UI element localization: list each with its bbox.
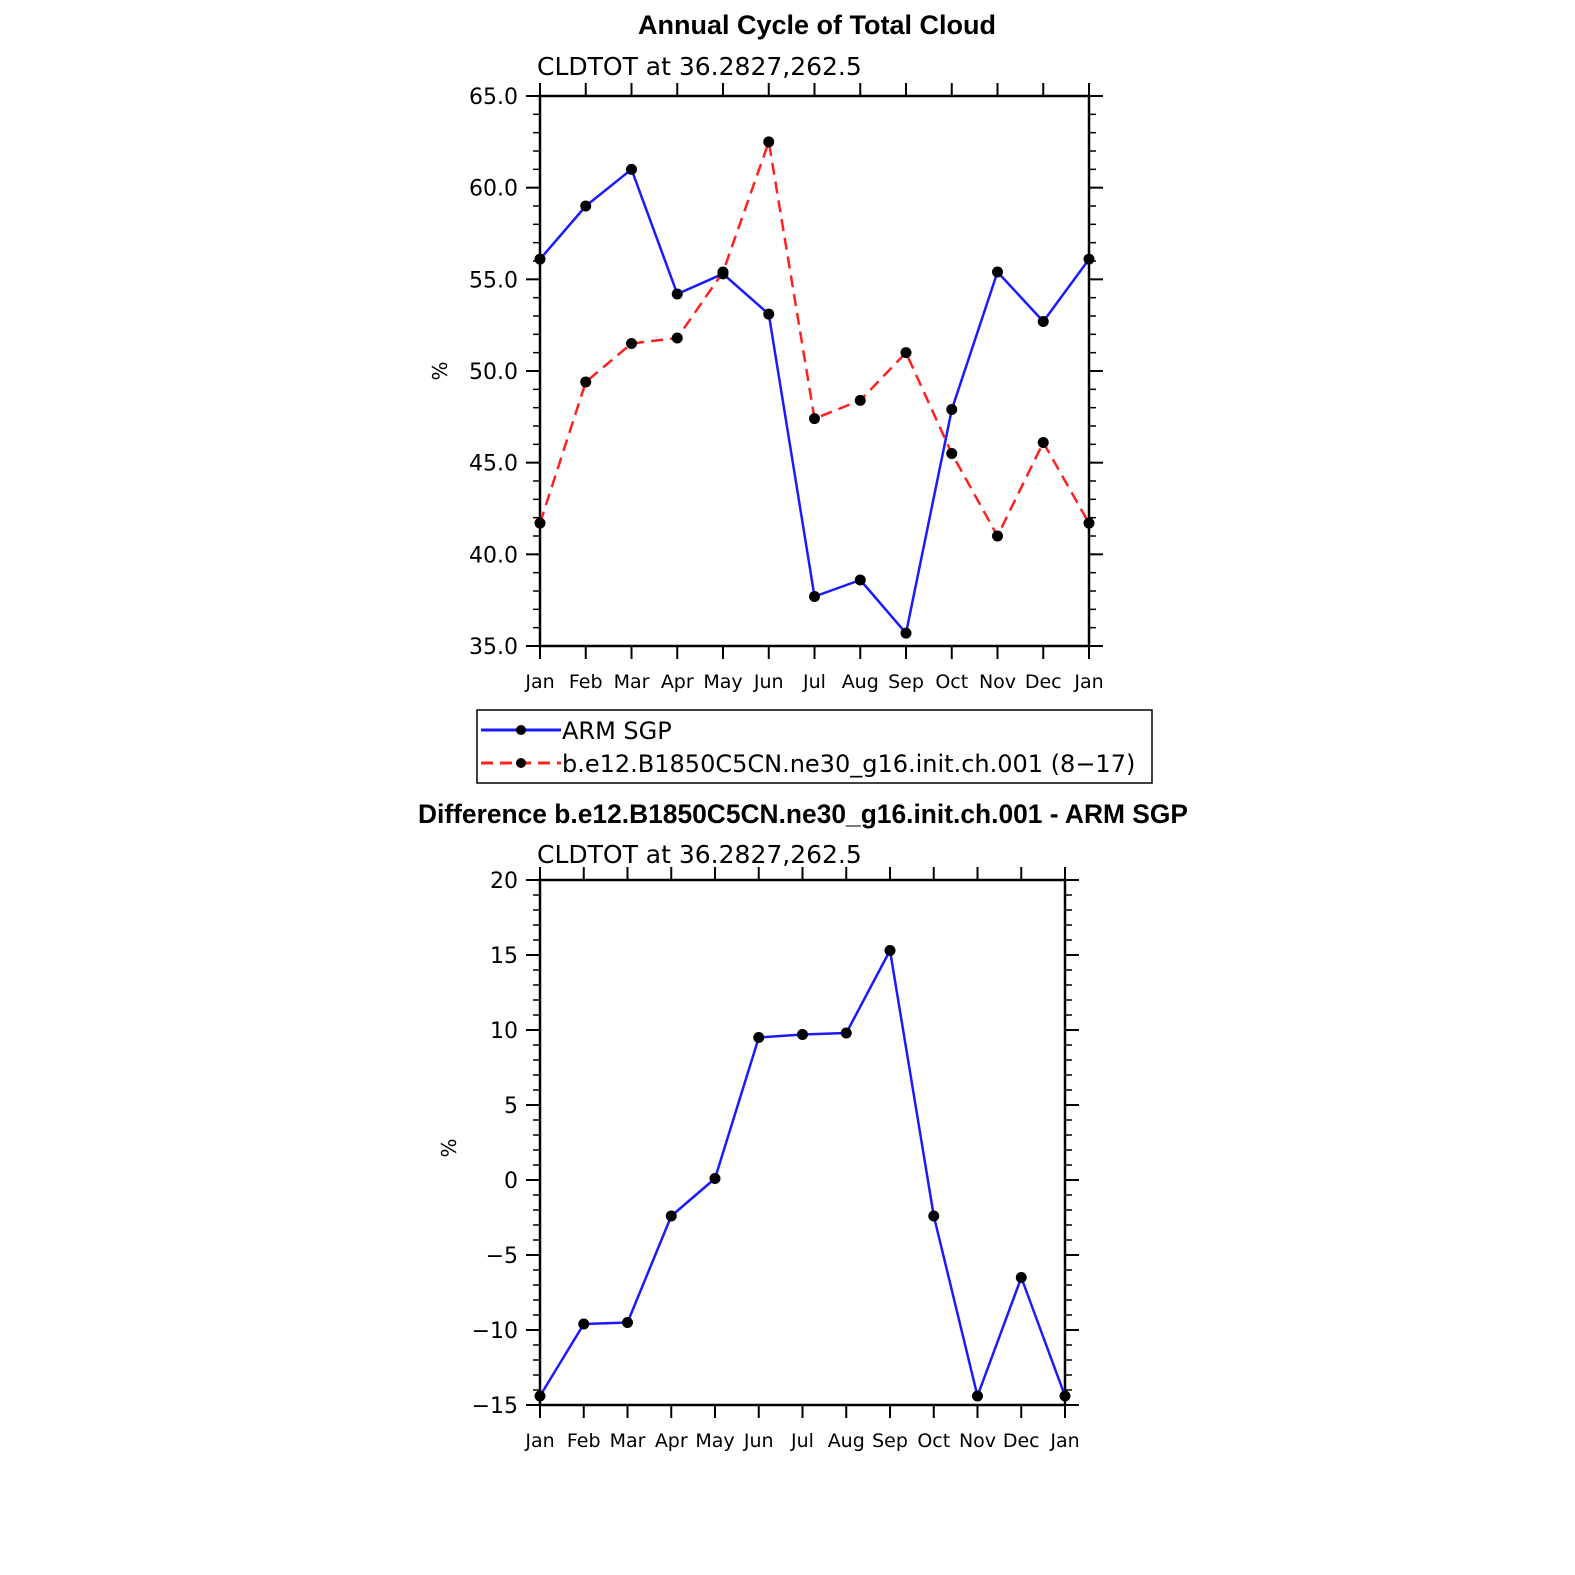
chart1-ylabel: % <box>428 361 452 380</box>
chart2-ytick-label: 10 <box>490 1019 518 1044</box>
chart1-xtick-label: May <box>703 671 742 693</box>
chart2-series-1-point <box>665 1210 677 1222</box>
chart2-xtick-label: Nov <box>959 1430 996 1452</box>
chart1-series-2-point <box>854 394 866 406</box>
chart1-series-2-point <box>809 413 820 425</box>
chart2-ytick-label: 20 <box>490 869 518 894</box>
chart1-series-2-point <box>1037 437 1049 448</box>
chart1-series-2-point <box>946 448 958 459</box>
chart1-series-1-point <box>626 163 637 175</box>
chart1-series-1-point <box>1083 253 1095 265</box>
chart1-ytick-label: 35.0 <box>469 635 518 660</box>
chart1-xtick-label: Jan <box>1073 671 1103 693</box>
legend-label-series1: ARM SGP <box>562 717 672 745</box>
chart2-xtick-label: Aug <box>828 1430 865 1452</box>
chart1-xtick-label: Dec <box>1025 671 1062 693</box>
chart2-plot: −15 −10 −5 0 5 10 15 20 Jan Feb Mar Apr May Jun Jul Aug… <box>472 867 1080 1452</box>
chart2-ylabel: % <box>437 1138 461 1157</box>
chart1-series-1-point <box>671 288 683 300</box>
chart1-ytick-label: 45.0 <box>469 452 518 477</box>
chart1-subtitle: CLDTOT at 36.2827,262.5 <box>537 52 862 81</box>
chart2-ytick-label: −10 <box>472 1319 518 1344</box>
legend-label-series2: b.e12.B1850C5CN.ne30_g16.init.ch.001 (8−… <box>562 750 1135 778</box>
chart2-xtick-label: Jan <box>524 1430 554 1452</box>
chart2-series-1-point <box>622 1317 633 1328</box>
chart2-xtick-label: Jun <box>743 1430 774 1452</box>
chart1-series-1-point <box>900 627 912 639</box>
chart2-xtick-label: Mar <box>610 1430 646 1452</box>
chart2-plot-frame <box>538 878 1067 1407</box>
chart1-plot-frame <box>538 94 1091 648</box>
chart2-xtick-label: Feb <box>567 1430 601 1452</box>
chart1-series-1-point <box>854 574 866 586</box>
chart1-xtick-label: Oct <box>935 671 968 693</box>
chart2-xtick-label: Dec <box>1003 1430 1040 1452</box>
chart1-series-2-point <box>717 266 729 278</box>
chart2-series-line-1 <box>538 949 1067 1398</box>
chart2-ytick-label: 5 <box>504 1094 518 1119</box>
chart1-series-2-point <box>626 338 637 349</box>
chart1-xtick-label: Jun <box>753 671 784 693</box>
chart2-xtick-label: May <box>695 1430 734 1452</box>
chart1-series-2-point <box>763 136 775 148</box>
chart1-series-1-point <box>580 200 592 212</box>
chart1-series-1-point <box>992 266 1003 278</box>
chart2-series-1-point <box>578 1318 590 1330</box>
chart2-ytick-label: 0 <box>504 1169 518 1194</box>
chart1-xtick-label: Apr <box>661 671 694 693</box>
chart2-xtick-label: Jan <box>1049 1430 1079 1452</box>
chart2-xtick-label: Jul <box>790 1430 814 1452</box>
chart1-series-1-point <box>534 253 546 265</box>
chart1-ytick-label: 65.0 <box>469 85 518 110</box>
chart1-series-line-1 <box>539 168 1091 635</box>
chart1-series-2-point <box>992 530 1003 542</box>
chart2-xtick-label: Oct <box>917 1430 950 1452</box>
chart1-series-2-point <box>671 332 683 344</box>
legend-marker-series2 <box>516 758 526 768</box>
chart1-series-2-point <box>1083 517 1095 529</box>
chart2-series-1-point <box>797 1029 808 1040</box>
chart1-series-1-point <box>809 591 820 602</box>
chart1-title: Annual Cycle of Total Cloud <box>638 10 996 40</box>
chart2-series-1-point <box>972 1390 983 1402</box>
chart1-xtick-label: Nov <box>979 671 1016 693</box>
chart1-series-1-point <box>1037 316 1049 327</box>
chart1-ytick-label: 50.0 <box>469 360 518 385</box>
chart2-ytick-label: −15 <box>472 1394 518 1419</box>
chart2-series-1-point <box>840 1027 852 1039</box>
chart2-series-1-point <box>753 1032 765 1043</box>
chart2-series-1-point <box>928 1210 940 1222</box>
chart2-xtick-label: Apr <box>655 1430 688 1452</box>
chart1-xtick-label: Jul <box>802 671 826 693</box>
chart1-series-2-point <box>580 376 592 388</box>
chart1-plot: 35.0 40.0 45.0 50.0 55.0 60.0 65.0 Jan Feb Mar Apr… <box>469 83 1104 693</box>
chart1-xtick-label: Mar <box>614 671 650 693</box>
chart1-ytick-label: 60.0 <box>469 177 518 202</box>
chart2-series-1-point <box>534 1390 546 1402</box>
chart1-series-2-point <box>534 517 546 529</box>
chart1-ytick-label: 55.0 <box>469 268 518 293</box>
legend: ARM SGP b.e12.B1850C5CN.ne30_g16.init.ch… <box>476 709 1153 784</box>
chart1-series-1-point <box>763 308 775 320</box>
chart2-series-1-point <box>1015 1272 1027 1283</box>
chart1-xtick-label: Jan <box>524 671 554 693</box>
chart1-series-1-point <box>946 404 958 415</box>
chart2-ytick-label: 15 <box>490 944 518 969</box>
legend-box <box>476 709 1153 784</box>
chart2-xtick-label: Sep <box>872 1430 908 1452</box>
chart1-ytick-label: 40.0 <box>469 543 518 568</box>
chart1-xtick-label: Sep <box>888 671 924 693</box>
legend-marker-series1 <box>516 725 526 735</box>
chart2-ytick-label: −5 <box>486 1244 518 1269</box>
chart2-series-1-point <box>884 945 896 956</box>
chart2-subtitle: CLDTOT at 36.2827,262.5 <box>537 840 862 869</box>
chart2-series-1-point <box>1059 1390 1071 1402</box>
chart1-xtick-label: Feb <box>569 671 603 693</box>
chart1-series-2-point <box>900 347 912 359</box>
chart2-series-1-point <box>709 1173 721 1184</box>
chart1-xtick-label: Aug <box>842 671 879 693</box>
chart2-title: Difference b.e12.B1850C5CN.ne30_g16.init… <box>418 799 1188 829</box>
chart1-series-line-2 <box>538 140 1091 538</box>
